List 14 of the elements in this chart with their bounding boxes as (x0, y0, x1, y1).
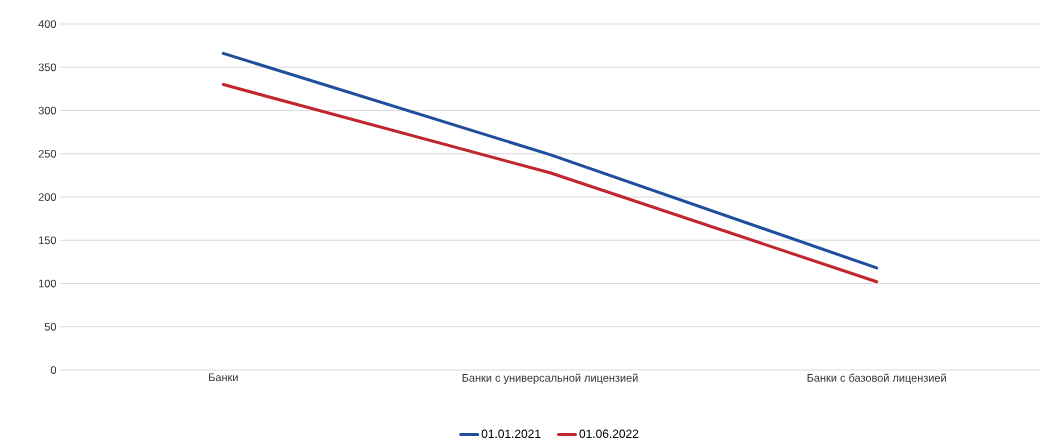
legend-label: 01.06.2022 (579, 429, 639, 438)
x-tick-label: Банки с базовой лицензией (807, 373, 946, 384)
y-tick-label: 0 (50, 366, 57, 374)
y-tick-label: 100 (39, 279, 57, 288)
y-tick-label: 200 (38, 193, 57, 201)
y-tick-label: 50 (44, 322, 57, 331)
x-tick-label: Банки с универсальной лицензией (462, 373, 638, 384)
legend-label: 01.01.2021 (481, 429, 541, 438)
y-tick-label: 150 (39, 236, 57, 245)
x-tick-label: Банки (209, 373, 238, 382)
y-tick-label: 400 (38, 20, 57, 28)
y-tick-label: 350 (38, 63, 57, 72)
y-tick-label: 250 (38, 149, 57, 158)
y-tick-label: 300 (38, 106, 57, 115)
